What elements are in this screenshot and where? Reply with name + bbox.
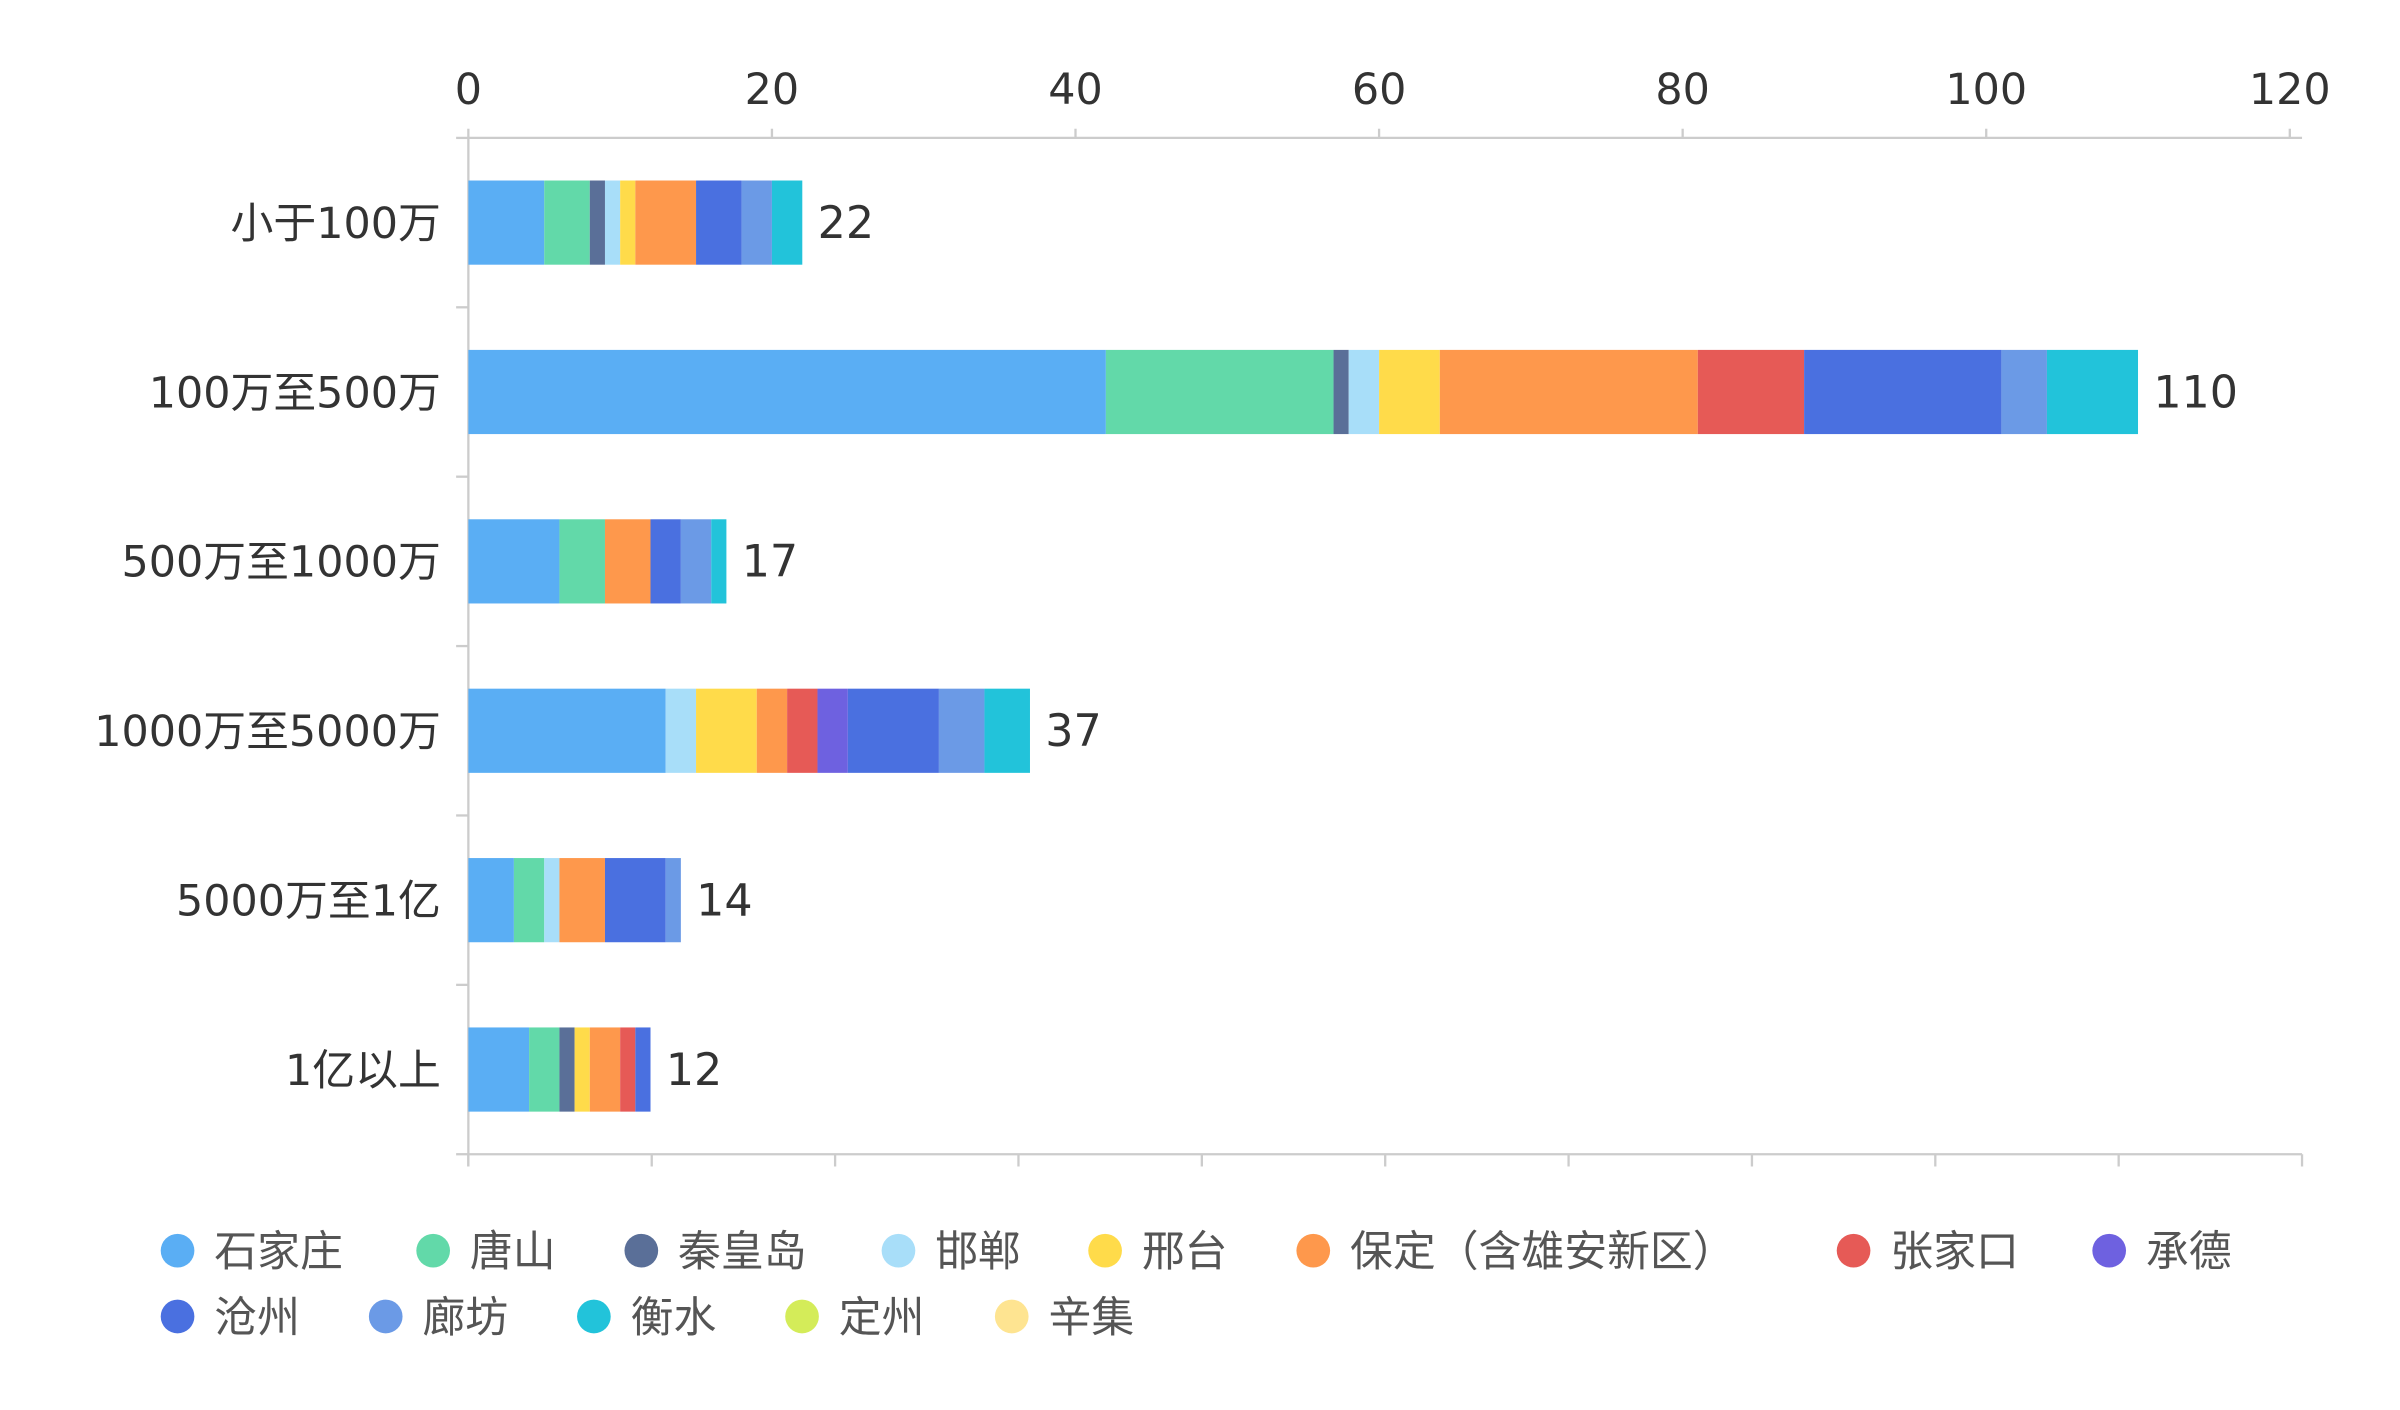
- legend-item-label: 定州: [839, 1293, 925, 1343]
- bar-total-label: 22: [818, 198, 874, 249]
- legend-marker-icon: [785, 1299, 819, 1334]
- legend-marker-icon: [1296, 1233, 1331, 1268]
- bar-segment-6: [620, 1027, 636, 1112]
- bar-segment-2: [589, 180, 605, 265]
- legend-marker-icon: [1836, 1233, 1871, 1268]
- bar-segment-3: [604, 180, 621, 265]
- bar-segment-9: [2001, 349, 2047, 435]
- bar-segment-2: [1333, 349, 1349, 435]
- x-tick-label: 20: [745, 65, 800, 115]
- legend-item-label: 衡水: [631, 1293, 717, 1343]
- bar-segment-4: [574, 1027, 590, 1112]
- bar-segment-8: [696, 180, 742, 265]
- legend-marker-icon: [160, 1233, 195, 1268]
- bar-segment-4: [696, 688, 757, 773]
- bar-segment-8: [1804, 349, 2002, 435]
- bar-segment-9: [665, 858, 681, 943]
- bar-segment-9: [680, 519, 712, 604]
- legend-item-label: 邯郸: [935, 1227, 1021, 1277]
- bar-segment-9: [741, 180, 772, 265]
- legend-item-label: 石家庄: [214, 1227, 343, 1277]
- bar-total-label: 110: [2153, 367, 2238, 418]
- legend-marker-icon: [368, 1299, 403, 1334]
- legend-marker-icon: [1088, 1233, 1122, 1268]
- bar-segment-0: [468, 180, 545, 265]
- bar-total-label: 12: [666, 1045, 722, 1096]
- bar-segment-1: [544, 180, 590, 265]
- bar-segment-1: [513, 858, 545, 943]
- legend-item-label: 承德: [2146, 1227, 2232, 1277]
- legend-marker-icon: [624, 1233, 659, 1268]
- bar-segment-8: [635, 1027, 651, 1112]
- x-tick-label: 80: [1655, 65, 1710, 115]
- bar-segment-8: [847, 688, 939, 773]
- bar-segment-5: [1439, 349, 1698, 435]
- bar-segment-3: [665, 688, 697, 773]
- category-label: 1亿以上: [285, 1046, 441, 1096]
- bar-segment-0: [468, 688, 666, 773]
- bar-total-label: 17: [742, 537, 798, 588]
- category-label: 5000万至1亿: [176, 876, 441, 926]
- bar-segment-5: [756, 688, 788, 773]
- bar-segment-5: [635, 180, 697, 265]
- bar-segment-2: [559, 1027, 575, 1112]
- bar-segment-1: [559, 519, 605, 604]
- x-tick-label: 40: [1048, 65, 1103, 115]
- legend-marker-icon: [160, 1299, 195, 1334]
- legend-item-label: 唐山: [470, 1227, 556, 1277]
- bar-segment-10: [711, 519, 727, 604]
- bar-segment-3: [1348, 349, 1380, 435]
- bar-total-label: 37: [1045, 706, 1101, 757]
- legend-item-label: 保定（含雄安新区）: [1350, 1227, 1736, 1277]
- bar-segment-9: [938, 688, 985, 773]
- bar-segment-6: [787, 688, 818, 773]
- bar-segment-4: [620, 180, 636, 265]
- bar-segment-1: [529, 1027, 560, 1112]
- legend-item-label: 廊坊: [422, 1293, 508, 1343]
- bar-segment-8: [650, 519, 681, 604]
- legend-item-label: 张家口: [1890, 1227, 2019, 1277]
- bar-segment-10: [2046, 349, 2139, 435]
- legend-marker-icon: [994, 1299, 1029, 1334]
- bar-segment-0: [468, 1027, 530, 1112]
- bar-segment-5: [604, 519, 651, 604]
- bar-segment-4: [1379, 349, 1440, 435]
- legend-item-label: 邢台: [1142, 1227, 1228, 1277]
- legend-marker-icon: [577, 1299, 611, 1334]
- bar-segment-5: [589, 1027, 621, 1112]
- bar-segment-0: [468, 349, 1106, 435]
- bar-segment-3: [544, 858, 560, 943]
- x-tick-label: 60: [1352, 65, 1407, 115]
- bar-segment-10: [771, 180, 803, 265]
- legend-marker-icon: [416, 1233, 450, 1268]
- legend-marker-icon: [2092, 1233, 2127, 1268]
- x-tick-label: 120: [2249, 65, 2331, 115]
- bar-segment-10: [984, 688, 1030, 773]
- bar-segment-7: [817, 688, 848, 773]
- bar-segment-1: [1105, 349, 1334, 435]
- category-label: 500万至1000万: [121, 538, 440, 588]
- bar-segment-6: [1697, 349, 1805, 435]
- legend-marker-icon: [881, 1233, 916, 1268]
- bar-segment-0: [468, 858, 514, 943]
- category-label: 小于100万: [231, 199, 441, 249]
- bar-segment-0: [468, 519, 560, 604]
- category-label: 1000万至5000万: [94, 707, 441, 757]
- legend-item-label: 秦皇岛: [678, 1227, 807, 1277]
- category-label: 100万至500万: [149, 368, 441, 418]
- bar-segment-8: [604, 858, 666, 943]
- legend-item-label: 辛集: [1048, 1293, 1134, 1343]
- bar-segment-5: [559, 858, 605, 943]
- legend-item-label: 沧州: [214, 1293, 300, 1343]
- x-tick-label: 100: [1945, 65, 2027, 115]
- x-tick-label: 0: [455, 65, 482, 115]
- bar-total-label: 14: [696, 875, 752, 926]
